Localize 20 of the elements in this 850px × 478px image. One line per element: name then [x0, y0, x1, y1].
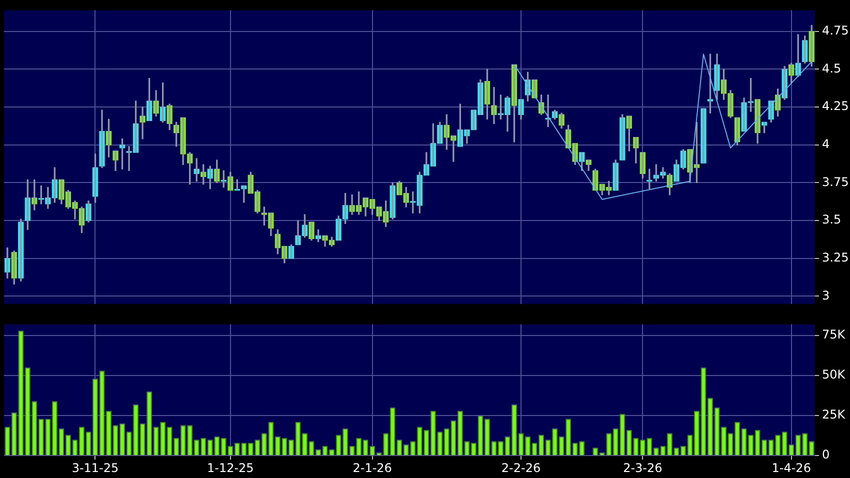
- y-tick-label: 3.25: [822, 250, 849, 265]
- y-tick-label: 4.75: [822, 24, 849, 38]
- y-tick-label: 3.5: [822, 212, 842, 227]
- y-tick-label: 4.5: [822, 61, 842, 76]
- y-tick-label: 25K: [822, 408, 846, 422]
- candlestick: [532, 79, 538, 98]
- y-tick-label: 0: [822, 448, 830, 462]
- x-tick-label: 1-12-25: [206, 460, 254, 475]
- x-tick-label: 1-4-26: [772, 460, 811, 475]
- x-tick-label: 2-3-26: [623, 460, 662, 475]
- x-tick-label: 2-1-26: [352, 460, 392, 475]
- y-tick-label: 4: [822, 137, 830, 152]
- y-tick-label: 3.75: [822, 174, 849, 189]
- y-tick-label: 3: [822, 288, 830, 302]
- y-tick-label: 75K: [822, 328, 846, 342]
- candlestick: [700, 108, 706, 164]
- x-tick-label: 3-11-25: [72, 460, 119, 475]
- y-tick-label: 4.25: [822, 99, 849, 114]
- x-tick-label: 2-2-26: [501, 460, 541, 475]
- y-tick-label: 50K: [822, 368, 846, 382]
